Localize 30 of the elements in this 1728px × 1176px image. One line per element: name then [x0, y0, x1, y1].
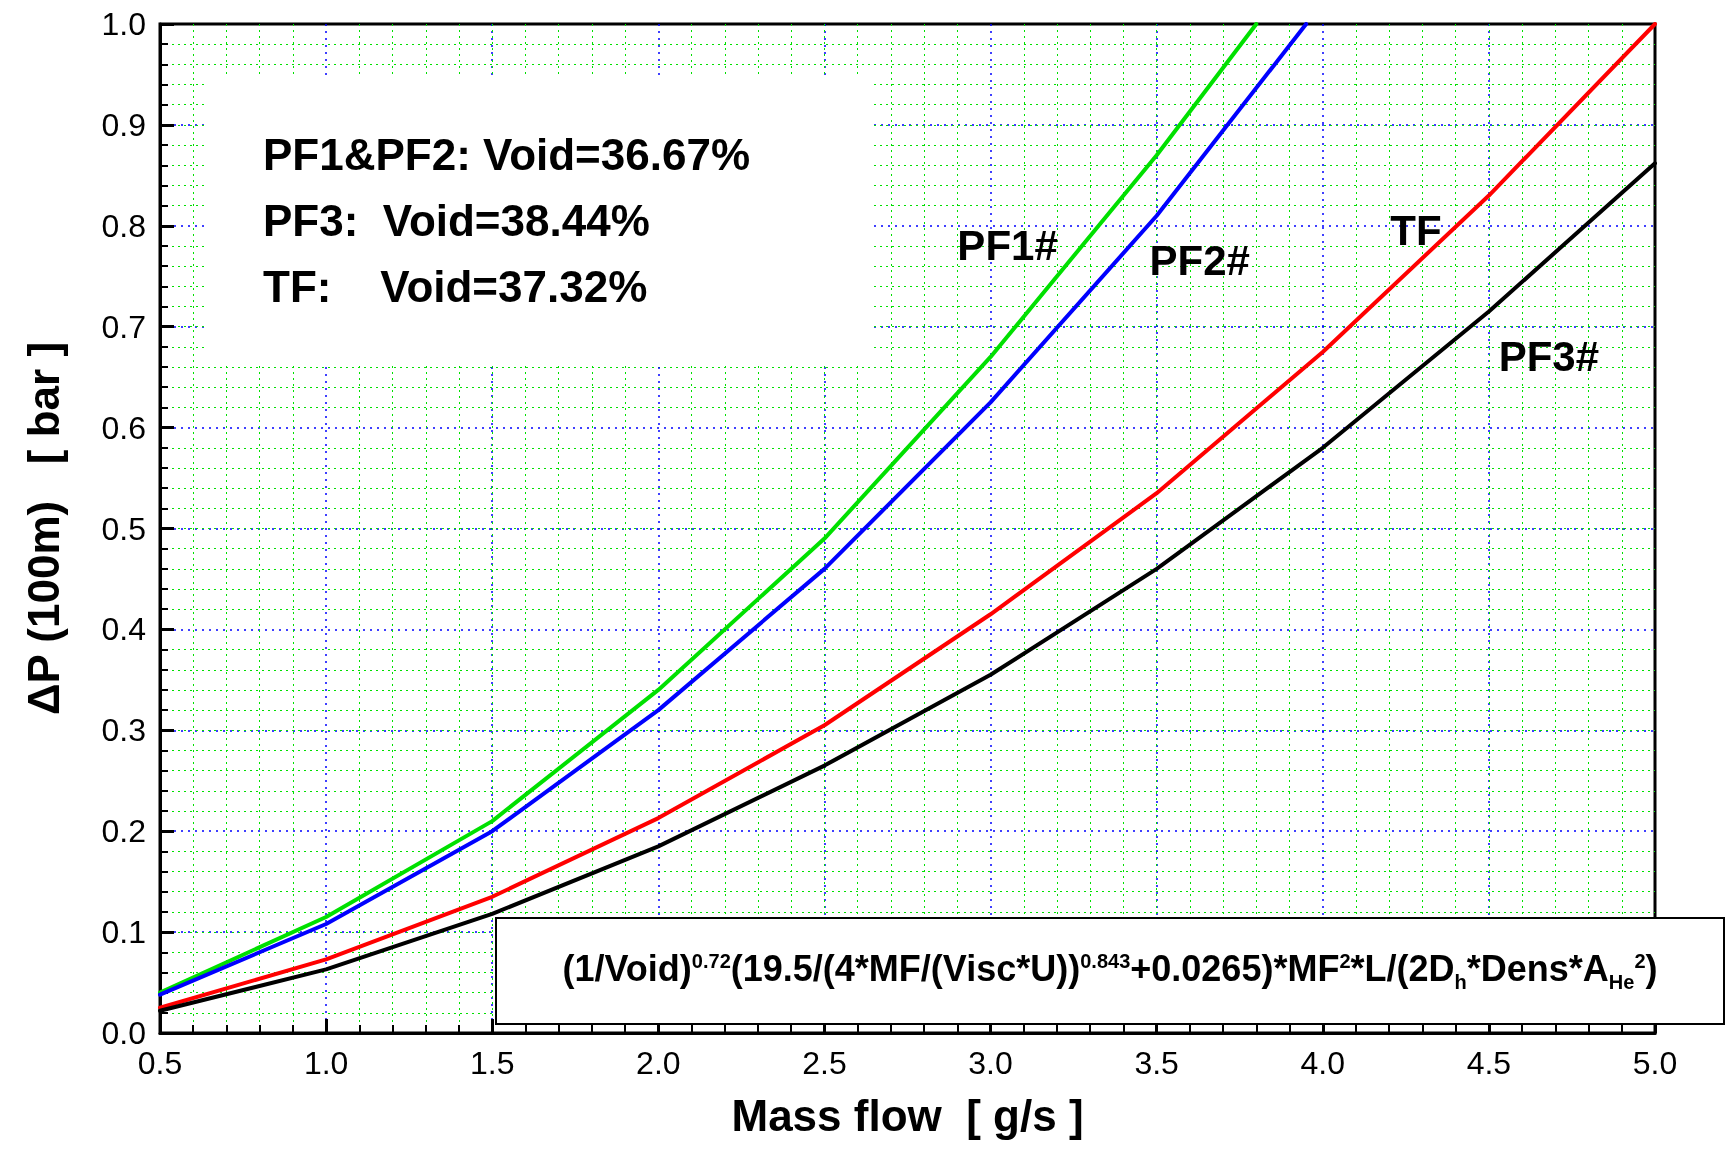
x-tick-label: 4.0 [1300, 1045, 1346, 1081]
annotation: TF: Void=37.32% [263, 261, 649, 313]
x-tick-label: 4.5 [1466, 1045, 1512, 1081]
series-label: PF3# [1498, 333, 1600, 381]
series-label: PF1# [957, 222, 1058, 270]
x-tick-label: 5.0 [1632, 1045, 1678, 1081]
y-axis-title: ΔP (100m) [ bar ] [18, 341, 68, 716]
x-tick-label: 3.5 [1134, 1045, 1179, 1081]
x-tick-label: 2.0 [636, 1045, 681, 1081]
y-tick-label: 1.0 [101, 6, 146, 42]
x-tick-label: 1.0 [303, 1045, 349, 1081]
y-tick-label: 0.6 [101, 409, 146, 446]
series-label: PF2# [1149, 237, 1250, 285]
y-tick-label: 0.2 [101, 813, 146, 850]
y-tick-label: 0.3 [101, 712, 146, 749]
x-tick-label: 2.5 [802, 1045, 847, 1081]
y-tick-label: 0.5 [101, 510, 146, 547]
x-tick-label: 3.0 [968, 1045, 1013, 1081]
x-tick-label: 1.5 [469, 1045, 515, 1081]
y-tick-label: 0.7 [101, 308, 146, 345]
y-tick-label: 0.1 [101, 914, 146, 951]
y-tick-label: 0.8 [101, 207, 146, 244]
y-tick-label: 0.9 [101, 106, 146, 143]
x-axis-title: Mass flow [ g/s ] [731, 1090, 1084, 1140]
y-tick-label: 0.4 [101, 611, 146, 648]
series-label: TF [1390, 207, 1442, 255]
text-panel: PF1&PF2: Void=36.67% PF3: Void=38.44% TF: Void=37.32% [205, 78, 871, 364]
annotation: PF3: Void=38.44% [263, 195, 651, 247]
annotation: PF1&PF2: Void=36.67% [263, 129, 751, 181]
formula-box: (1/Void)$^{0.72}$(19.5/(4*MF/(Visc*U))$^{0.843}$+0.0265)*MF$^{2}$*L/(2D$_{h}$*Dens*A$_{He}$$^{2}$) [495, 917, 1725, 1025]
